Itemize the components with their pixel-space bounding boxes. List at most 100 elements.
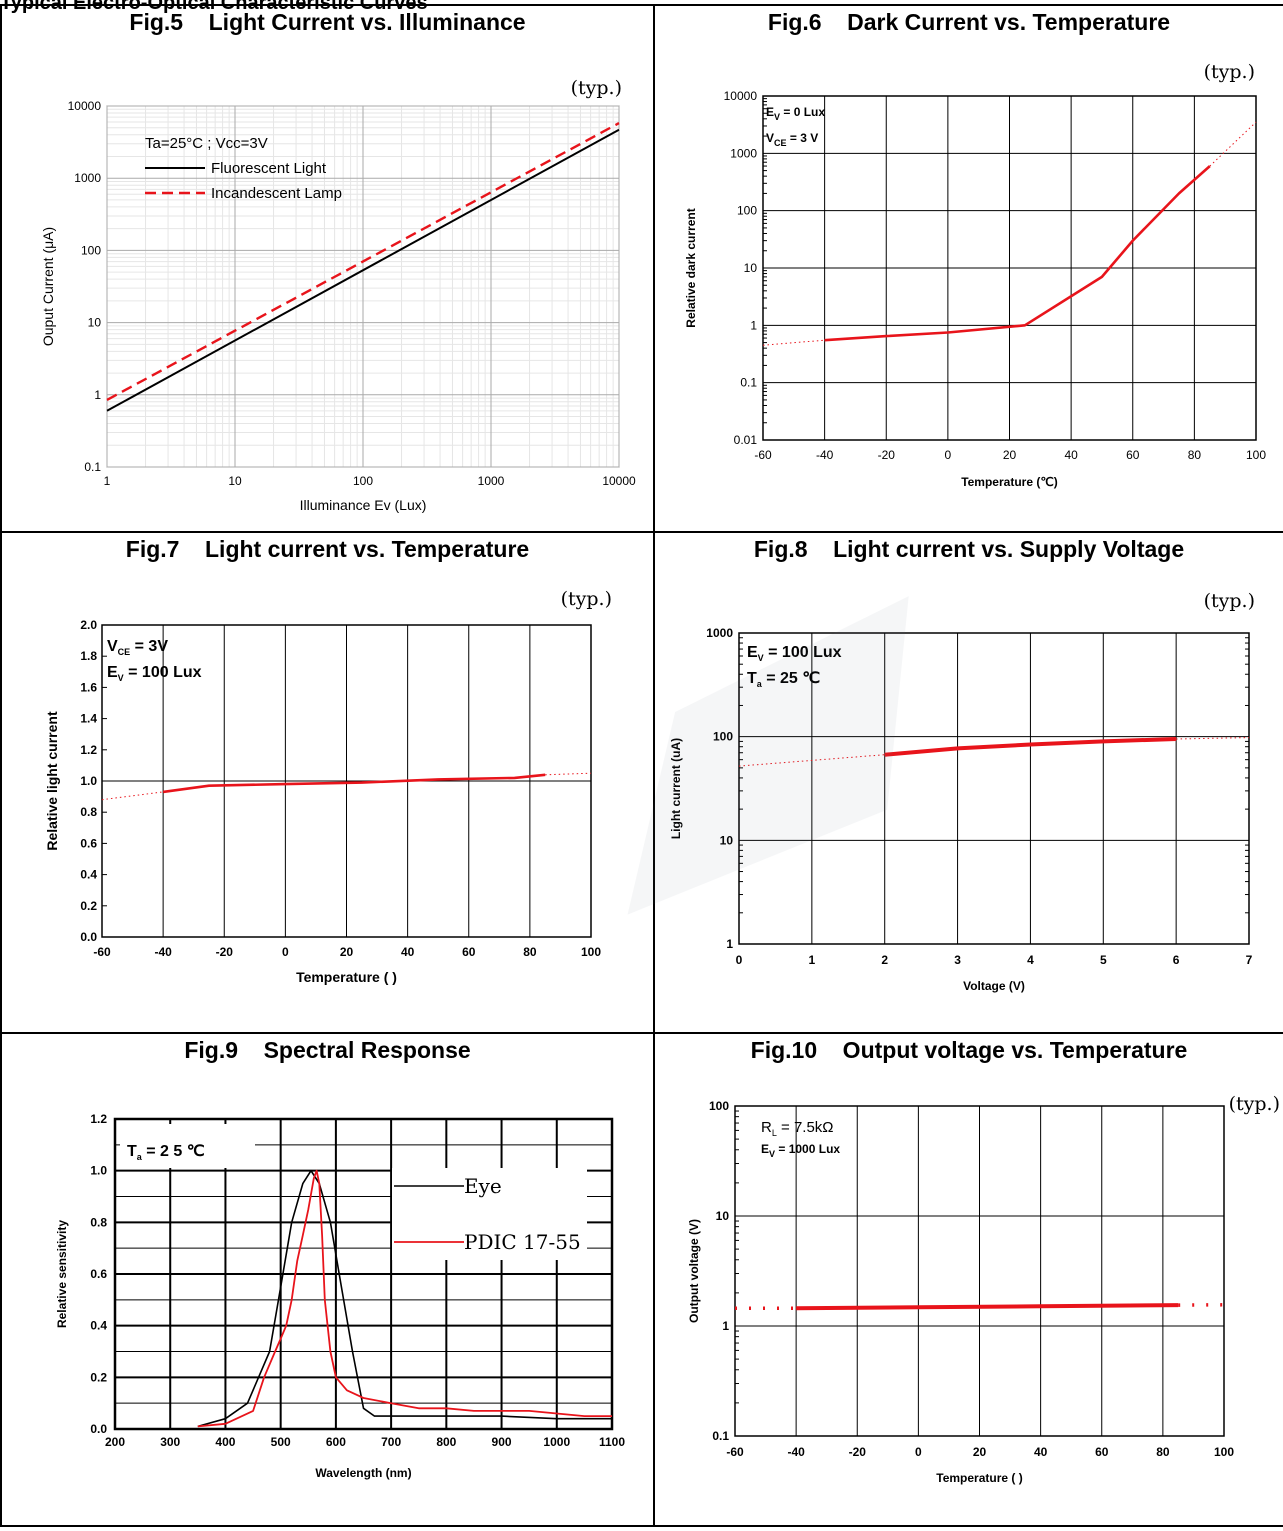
fig5-y-tick-label: 0.1: [84, 460, 101, 474]
fig10-series-1-solid-line: [796, 1303, 1179, 1311]
fig8-x-tick-label: 7: [1246, 953, 1253, 967]
fig9-y-axis-label: Relative sensitivity: [55, 1220, 69, 1328]
fig9-legend-box: [392, 1168, 587, 1260]
fig8-y-tick-label: 10: [720, 833, 734, 847]
fig6-typ-label: (typ.): [1204, 61, 1255, 83]
fig5-chart: (typ.)1 10 100 1000 100000.1110100100010000T…: [40, 77, 636, 513]
fig10-y-tick-label: 0.1: [712, 1429, 729, 1443]
fig7-x-axis-label: Temperature ( ): [296, 969, 397, 985]
fig10-y-tick-label: 10: [716, 1209, 730, 1223]
fig5-cell: Fig.5 Light Current vs. Illuminance (typ…: [0, 4, 655, 533]
fig7-x-tick-label: -60: [93, 945, 111, 959]
fig9-x-tick-label: 1100: [599, 1435, 625, 1449]
fig9-y-tick-label: 0.4: [90, 1319, 107, 1333]
fig9-x-tick-label: 800: [436, 1435, 456, 1449]
fig9-series-1-line: [197, 1169, 612, 1428]
fig9-legend-label-1: Eye: [464, 1174, 502, 1198]
fig5-series-1-solid-line: [106, 128, 620, 412]
fig7-y-tick-label: 2.0: [80, 618, 97, 632]
fig7-x-tick-label: 20: [340, 945, 354, 959]
fig8-typ-label: (typ.): [1204, 590, 1255, 612]
fig9-y-tick-label: 0.8: [90, 1215, 107, 1229]
fig8-cell: Fig.8 Light current vs. Supply Voltage (…: [653, 531, 1283, 1034]
fig6-x-tick-label: -60: [754, 448, 772, 462]
fig7-y-tick-label: 0.2: [80, 899, 97, 913]
fig6-x-tick-label: 60: [1126, 448, 1140, 462]
fig9-chart: 200 300 400 500 600 700 800 900 1000 1100 0.0 0.2 0.…: [55, 1112, 625, 1480]
fig10-x-tick-label: 100: [1214, 1445, 1234, 1459]
fig5-y-tick-label: 1000: [74, 171, 101, 185]
fig6-title: Fig.6 Dark Current vs. Temperature: [767, 9, 1171, 35]
fig5-y-tick-label: 10: [88, 316, 102, 330]
fig7-y-tick-label: 1.0: [80, 774, 97, 788]
fig5-legend-label-1: Fluorescent Light: [211, 160, 327, 177]
fig10-cell: Fig.10 Output voltage vs. Temperature (t…: [653, 1032, 1283, 1527]
fig6-vce-label: VCE = 3 V: [766, 131, 818, 148]
fig6-ev-label: EV = 0 Lux: [766, 105, 825, 122]
fig6-cell: Fig.6 Dark Current vs. Temperature (typ.…: [653, 4, 1283, 533]
fig10-typ-label: (typ.): [1229, 1093, 1280, 1115]
fig9-x-tick-label: 600: [326, 1435, 346, 1449]
fig5-y-tick-label: 100: [81, 243, 101, 257]
fig7-title: Fig.7 Light current vs. Temperature: [125, 536, 530, 562]
fig8-title: Fig.8 Light current vs. Supply Voltage: [753, 536, 1185, 562]
fig5-x-tick-label: 10: [228, 474, 242, 488]
fig8-y-axis-label: Light current (uA): [669, 738, 683, 839]
figure-grid: Fig.5 Light Current vs. Illuminance (typ…: [0, 4, 1283, 1527]
fig9-y-tick-label: 0.0: [90, 1422, 107, 1436]
fig10-x-tick-label: 20: [973, 1445, 987, 1459]
fig7-x-tick-label: 60: [462, 945, 476, 959]
fig6-y-tick-label: 10000: [724, 89, 758, 103]
fig6-x-axis-label: Temperature (℃): [961, 475, 1058, 489]
fig9-x-tick-label: 1000: [543, 1435, 570, 1449]
fig6-y-tick-label: 1000: [730, 146, 757, 160]
fig10-rl-label: RL = 7.5kΩ: [761, 1119, 834, 1138]
fig6-y-tick-label: 0.1: [740, 376, 757, 390]
fig9-x-tick-label: 700: [381, 1435, 401, 1449]
fig7-cell: Fig.7 Light current vs. Temperature (typ…: [0, 531, 655, 1034]
fig9-x-tick-label: 300: [160, 1435, 180, 1449]
fig6-y-tick-label: 10: [744, 261, 758, 275]
fig9-x-tick-label: 400: [215, 1435, 235, 1449]
fig10-x-tick-label: 0: [915, 1445, 922, 1459]
fig6-y-axis-label: Relative dark current: [684, 208, 698, 327]
fig8-y-tick-label: 100: [713, 730, 733, 744]
fig8-x-tick-label: 3: [954, 953, 961, 967]
fig7-x-tick-label: 0: [282, 945, 289, 959]
fig7-series-2-dotted-line: [101, 791, 164, 801]
fig10-x-tick-label: 60: [1095, 1445, 1109, 1459]
fig6-x-tick-label: 0: [945, 448, 952, 462]
fig9-x-tick-label: 200: [105, 1435, 125, 1449]
fig7-y-tick-label: 1.6: [80, 680, 97, 694]
fig9-series-2-line: [197, 1169, 612, 1428]
fig10-chart: (typ.) -60 -40 -20 0 20 40 60 80 100 0.1 1 10 100 RL =…: [687, 1093, 1280, 1485]
fig10-y-axis-label: Output voltage (V): [687, 1219, 701, 1323]
fig7-chart: (typ.) -60 -40 -20 0 20 40 60 80 100 0.0 0.2 0.4 0.6 0…: [44, 588, 612, 985]
fig8-series-2-dotted-line: [738, 754, 885, 767]
fig10-x-axis-label: Temperature ( ): [936, 1471, 1022, 1485]
fig6-x-tick-label: 40: [1064, 448, 1078, 462]
fig6-y-tick-label: 0.01: [734, 433, 758, 447]
fig10-title: Fig.10 Output voltage vs. Temperature: [750, 1037, 1188, 1063]
fig6-y-tick-label: 1: [750, 318, 757, 332]
fig7-y-tick-label: 0.0: [80, 930, 97, 944]
fig10-ev-label: EV = 1000 Lux: [761, 1142, 840, 1159]
fig5-x-tick-label: 1: [104, 474, 111, 488]
fig7-ev-label: EV = 100 Lux: [107, 664, 202, 683]
fig8-x-tick-label: 1: [809, 953, 816, 967]
fig7-x-tick-label: -40: [154, 945, 172, 959]
fig5-x-tick-label: 10000: [602, 474, 636, 488]
fig6-chart: (typ.) -60 -40 -20 0 20 40 60 80 100 0.01 0.1 1 10 100…: [684, 61, 1266, 489]
fig9-y-tick-label: 1.0: [90, 1164, 107, 1178]
fig9-annotation-box: [120, 1124, 255, 1168]
fig5-typ-label: (typ.): [571, 77, 622, 99]
fig5-y-axis-label: Ouput Current (μA): [40, 227, 56, 346]
fig7-x-tick-label: 40: [401, 945, 415, 959]
fig5-condition-label: Ta=25°C ; Vcc=3V: [145, 135, 268, 152]
fig8-x-tick-label: 4: [1027, 953, 1034, 967]
fig5-series-2-dashed-line: [106, 122, 620, 401]
fig7-y-tick-label: 1.2: [80, 743, 97, 757]
fig7-series-3-dotted-line: [545, 772, 592, 776]
fig5-x-tick-label: 1000: [478, 474, 505, 488]
